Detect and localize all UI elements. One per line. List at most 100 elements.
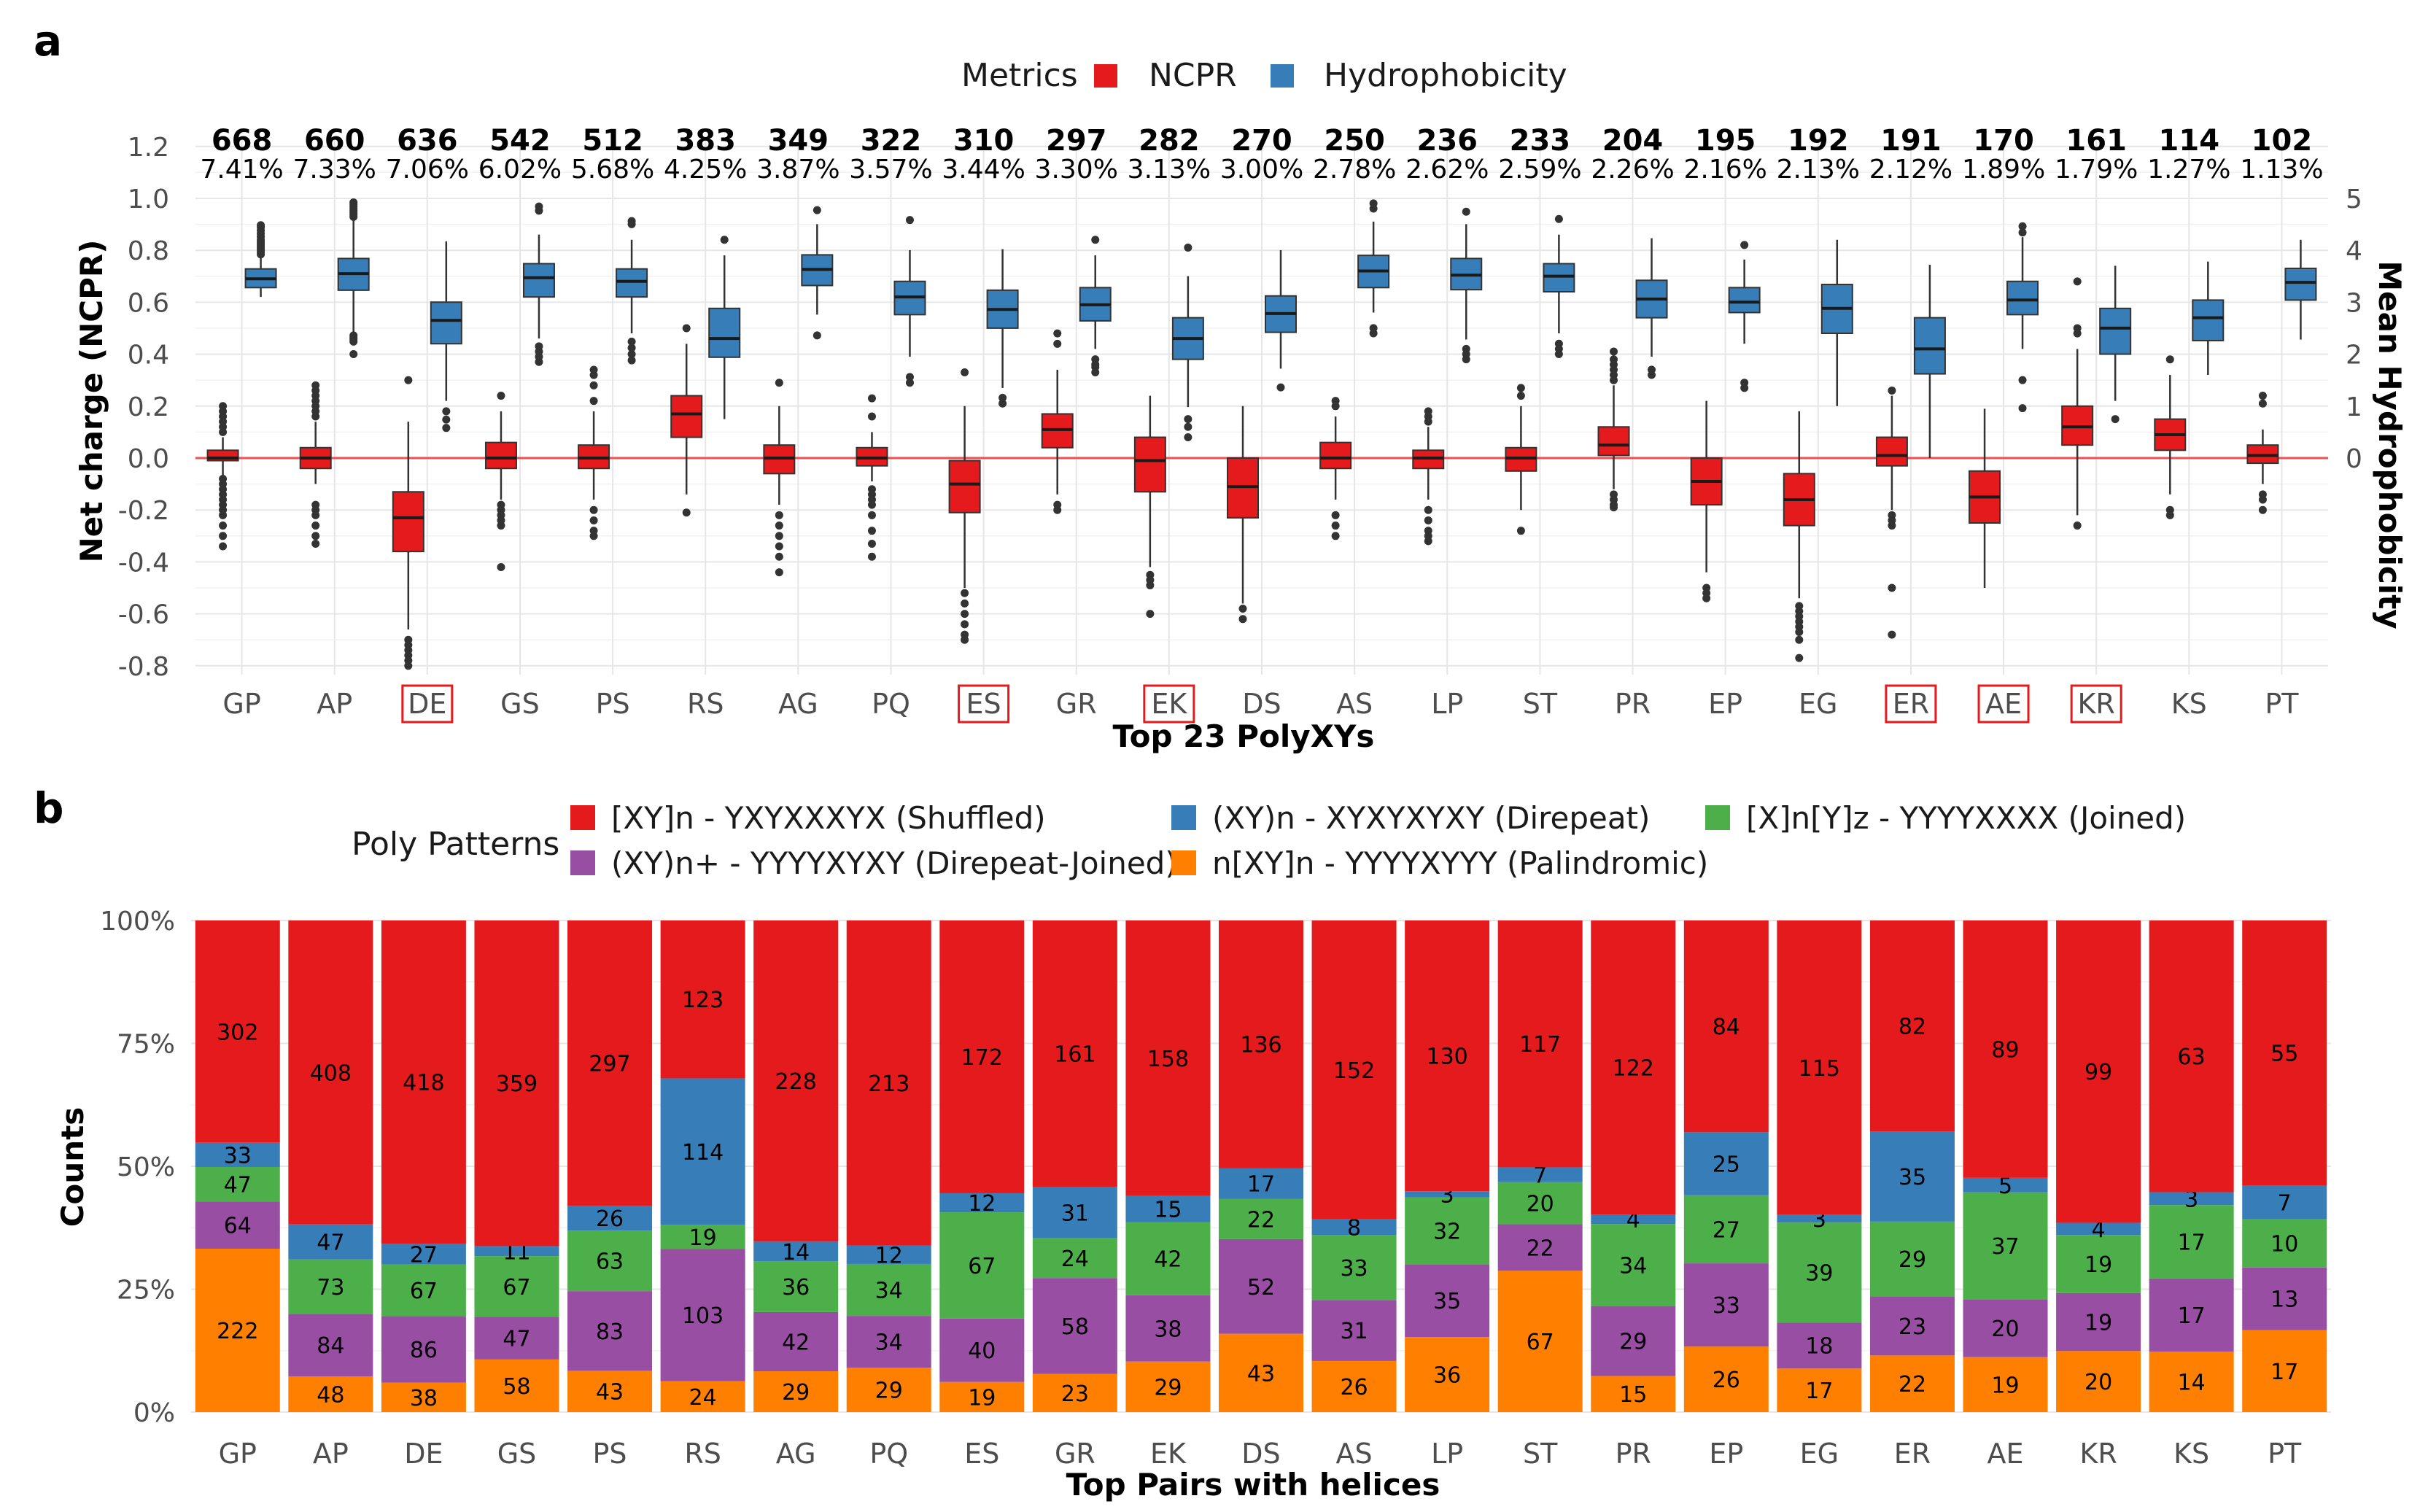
box-hydrophobicity-pr (1635, 238, 1668, 379)
x-tick-de: DE (408, 688, 446, 720)
percent-pq: 3.57% (849, 155, 932, 185)
panel-a-boxes (206, 198, 2317, 670)
highlight-box-es (958, 684, 1010, 724)
highlight-box-de (401, 684, 454, 724)
x-tick-es: ES (964, 1438, 999, 1470)
legend-label-shuffled: [XY]n - YXYXXXYX (Shuffled) (611, 800, 1046, 836)
panel-b-x-axis-title: Top Pairs with helices (1066, 1467, 1440, 1503)
outlier-point (1888, 630, 1896, 639)
outlier-point (535, 202, 543, 211)
bar-segment-joined (1219, 1198, 1303, 1239)
bar-segment-joined (2149, 1205, 2234, 1279)
segment-label: 228 (775, 1069, 817, 1095)
segment-label: 122 (1613, 1056, 1654, 1082)
bar-segment-direpeat-joined (288, 1314, 373, 1376)
outlier-point (1648, 365, 1656, 374)
outlier-point (2258, 392, 2267, 400)
segment-label: 17 (2178, 1230, 2206, 1255)
bar-segment-joined (288, 1259, 373, 1314)
x-tick-gp: GP (222, 688, 260, 720)
segment-label: 29 (1619, 1330, 1647, 1355)
bar-segment-shuffled (1125, 920, 1211, 1196)
outlier-point (1146, 610, 1155, 619)
box-body (392, 491, 424, 553)
box-ncpr-st (1505, 384, 1537, 535)
highlight-box-kr (2070, 684, 2122, 724)
bar-segment-shuffled (1032, 920, 1117, 1187)
bar-segment-direpeat-joined (474, 1317, 559, 1360)
bar-segment-direpeat (1219, 1168, 1303, 1199)
x-tick-ae: AE (1987, 1438, 2024, 1470)
segment-label: 82 (1899, 1015, 1926, 1040)
outlier-point (1702, 594, 1711, 602)
segment-label: 64 (224, 1214, 252, 1239)
box-hydrophobicity-ap (337, 198, 370, 358)
segment-label: 63 (596, 1249, 624, 1275)
outlier-point (961, 610, 969, 619)
box-hydrophobicity-ag (801, 206, 834, 340)
segment-label: 33 (1340, 1256, 1368, 1282)
outlier-point (349, 198, 358, 206)
outlier-point (1184, 243, 1192, 252)
outlier-point (2258, 505, 2267, 514)
outlier-point (497, 392, 505, 400)
outlier-point (627, 350, 636, 358)
outlier-point (497, 563, 505, 572)
segment-label: 22 (1247, 1207, 1275, 1233)
outlier-point (1740, 241, 1749, 249)
bar-segment-shuffled (474, 920, 559, 1247)
segment-label: 22 (1899, 1372, 1926, 1397)
outlier-point (1331, 532, 1340, 540)
segment-label: 84 (1713, 1015, 1740, 1040)
percent-ds: 3.00% (1220, 155, 1303, 185)
segment-label: 103 (682, 1303, 724, 1329)
bar-segment-shuffled (1311, 920, 1397, 1220)
box-ncpr-ek (1133, 395, 1166, 619)
y-tick: 0% (133, 1398, 175, 1428)
bar-segment-palindromic (1032, 1373, 1117, 1412)
outlier-point (867, 539, 876, 548)
percent-pr: 2.26% (1591, 155, 1674, 185)
segment-label: 7 (2278, 1191, 2292, 1217)
percent-as: 2.78% (1313, 155, 1396, 185)
segment-label: 26 (1713, 1368, 1740, 1393)
outlier-point (998, 393, 1007, 402)
count-gs: 542 (489, 124, 551, 158)
outlier-point (1610, 376, 1618, 384)
outlier-point (2258, 495, 2267, 504)
box-hydrophobicity-ae (2006, 222, 2039, 413)
segment-label: 19 (1991, 1373, 2019, 1398)
bar-segment-palindromic (660, 1381, 745, 1412)
legend-swatch-direpeat-joined (570, 850, 595, 875)
bar-de: 38 86 67 27 418 (381, 920, 466, 1412)
bar-segment-direpeat-joined (195, 1201, 280, 1249)
segment-label: 213 (868, 1071, 910, 1097)
outlier-point (867, 500, 876, 509)
outlier-point (720, 236, 729, 244)
x-tick-ap: AP (313, 1438, 349, 1470)
x-tick-ep: EP (1708, 688, 1742, 720)
segment-label: 172 (961, 1045, 1003, 1071)
x-tick-ap: AP (317, 688, 352, 720)
box-ncpr-lp (1412, 407, 1445, 546)
outlier-point (2073, 329, 2082, 338)
segment-label: 19 (689, 1225, 717, 1251)
panel-a-boxplot: a Metrics NCPR Hydrophobicity 1.2 1.0 0.8 0… (34, 16, 2408, 754)
y-tick-right: 1 (2346, 392, 2362, 422)
bar-segment-palindromic (1869, 1355, 1955, 1412)
x-tick-as: AS (1336, 688, 1373, 720)
count-lp: 236 (1417, 124, 1478, 158)
outlier-point (535, 342, 543, 351)
x-tick-st: ST (1523, 688, 1558, 720)
box-ncpr-pt (2246, 392, 2279, 514)
outlier-point (1462, 344, 1470, 353)
x-tick-as: AS (1336, 1438, 1373, 1470)
segment-label: 7 (1533, 1163, 1547, 1189)
x-tick-ks: KS (2171, 688, 2207, 720)
panel-b-label: b (34, 783, 64, 833)
segment-label: 19 (2084, 1252, 2112, 1278)
y-tick: 100% (100, 907, 175, 937)
bar-segment-direpeat (660, 1078, 745, 1225)
bar-ek: 29 38 42 15 158 (1125, 920, 1211, 1412)
